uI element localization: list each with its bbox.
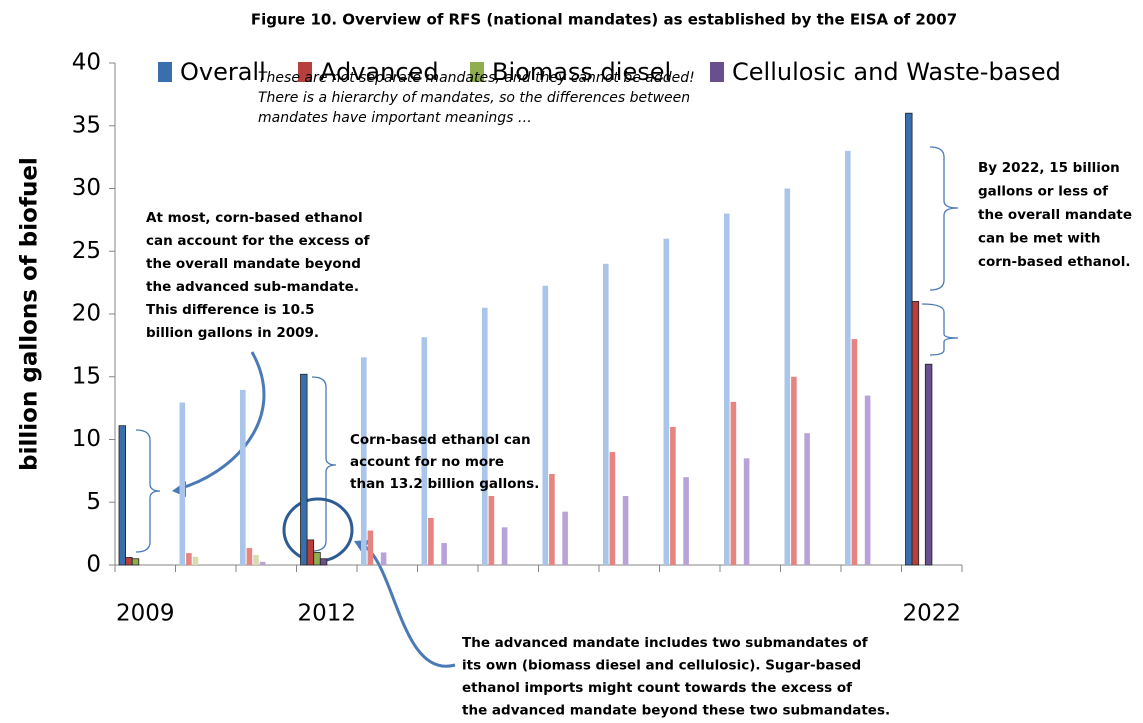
annotation: These are not separate mandates, and the…: [258, 70, 695, 86]
y-tick-label: 5: [86, 489, 101, 515]
annotation: the overall mandate: [978, 207, 1132, 223]
annotation: can account for the excess of: [146, 233, 370, 249]
bar: [663, 238, 670, 565]
annotation: account for no more: [350, 454, 504, 470]
annotation: Corn-based ethanol can: [350, 432, 531, 448]
annotation: The advanced mandate includes two subman…: [462, 635, 868, 651]
bar: [730, 401, 737, 565]
annotation: ethanol imports might count towards the …: [462, 680, 852, 696]
legend-label: Biomass diesel: [492, 58, 671, 86]
bar: [845, 150, 851, 565]
bar: [924, 363, 933, 566]
bar: [428, 517, 434, 565]
annotation: the overall mandate beyond: [146, 256, 361, 272]
brace: [921, 303, 959, 356]
annotation: At most, corn-based ethanol: [146, 210, 363, 226]
bar: [118, 425, 126, 566]
bar: [609, 452, 616, 565]
annotation: mandates have important meanings …: [258, 110, 532, 126]
annotation: can be met with: [978, 231, 1100, 247]
bar: [179, 402, 186, 565]
y-tick-label: 20: [72, 301, 101, 327]
legend-swatch: [158, 62, 172, 82]
y-tick-label: 30: [72, 175, 101, 201]
bar: [784, 188, 791, 565]
bar: [441, 543, 447, 565]
annotation: This difference is 10.5: [146, 302, 315, 318]
bar: [670, 426, 676, 565]
chart-title: Figure 10. Overview of RFS (national man…: [251, 11, 957, 29]
annotation: By 2022, 15 billion: [978, 160, 1120, 176]
annotation: than 13.2 billion gallons.: [350, 476, 539, 492]
legend-swatch: [710, 62, 724, 82]
legend-swatch: [298, 62, 312, 82]
bar: [549, 474, 555, 565]
legend-swatch: [470, 62, 484, 82]
y-tick-label: 15: [72, 363, 101, 389]
bar: [603, 263, 609, 565]
bar: [622, 495, 629, 565]
highlight-ellipse: [282, 497, 354, 563]
y-tick-label: 10: [72, 426, 101, 452]
bar: [911, 301, 920, 566]
annotation: billion gallons in 2009.: [146, 325, 319, 341]
bar: [131, 558, 140, 566]
bar: [367, 530, 374, 565]
bar: [851, 339, 858, 565]
bar: [306, 539, 315, 566]
bar: [259, 561, 266, 565]
bar: [562, 511, 568, 565]
bar: [683, 477, 689, 565]
bar: [743, 458, 750, 565]
legend-label: Cellulosic and Waste-based: [732, 58, 1061, 86]
annotation: gallons or less of: [978, 184, 1108, 200]
legend-label: Overall: [180, 58, 266, 86]
brace: [311, 376, 337, 552]
bar: [253, 554, 259, 565]
bar: [501, 527, 508, 565]
y-tick-label: 40: [72, 50, 101, 76]
brace: [135, 429, 161, 553]
bar: [380, 552, 387, 565]
x-tick-label: 2009: [116, 601, 175, 627]
x-tick-label: 2022: [902, 601, 961, 627]
legend-label: Advanced: [320, 58, 439, 86]
y-tick-label: 0: [86, 552, 101, 578]
bar: [300, 373, 308, 566]
arrow: [177, 351, 266, 491]
bar: [421, 337, 428, 565]
bar: [905, 112, 913, 566]
bar: [192, 556, 199, 565]
annotation: the advanced sub-mandate.: [146, 279, 359, 295]
annotation: the advanced mandate beyond these two su…: [462, 703, 890, 719]
bar: [791, 376, 797, 565]
bar: [240, 389, 246, 565]
bar: [319, 558, 328, 566]
y-axis-label: billion gallons of biofuel: [17, 157, 43, 471]
bar: [482, 307, 488, 565]
bar: [186, 553, 192, 565]
annotation: its own (biomass diesel and cellulosic).…: [462, 658, 861, 674]
bar: [804, 433, 810, 565]
bar: [542, 285, 549, 565]
y-tick-label: 25: [72, 238, 101, 264]
bar: [313, 552, 321, 566]
annotation: corn-based ethanol.: [978, 254, 1130, 270]
y-tick-label: 35: [72, 112, 101, 138]
bar: [864, 395, 871, 565]
bar: [361, 357, 367, 565]
bar: [125, 557, 133, 566]
bar: [246, 548, 253, 565]
arrow: [361, 543, 456, 668]
bar: [724, 213, 730, 565]
annotation: There is a hierarchy of mandates, so the…: [258, 90, 690, 106]
brace: [929, 146, 959, 291]
bar: [488, 495, 495, 565]
x-tick-label: 2012: [297, 601, 356, 627]
